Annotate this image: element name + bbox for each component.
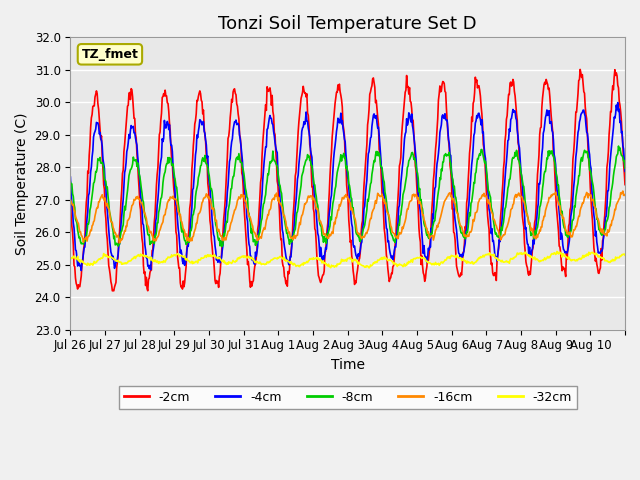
-4cm <box>621 168 629 174</box>
-4cm <box>614 100 621 106</box>
X-axis label: Time: Time <box>331 358 365 372</box>
-8cm <box>436 177 444 182</box>
Text: TZ_fmet: TZ_fmet <box>81 48 138 61</box>
-4cm <box>283 256 291 262</box>
-8cm <box>621 165 629 171</box>
-16cm <box>406 199 413 205</box>
-8cm <box>218 243 226 249</box>
Legend: -2cm, -4cm, -8cm, -16cm, -32cm: -2cm, -4cm, -8cm, -16cm, -32cm <box>118 385 577 408</box>
Title: Tonzi Soil Temperature Set D: Tonzi Soil Temperature Set D <box>218 15 477 33</box>
-2cm <box>436 89 444 95</box>
-8cm <box>132 158 140 164</box>
-16cm <box>116 240 124 246</box>
-4cm <box>67 174 74 180</box>
-32cm <box>132 255 140 261</box>
-4cm <box>406 112 413 118</box>
-16cm <box>132 194 140 200</box>
-2cm <box>67 196 74 202</box>
-8cm <box>283 230 291 236</box>
-32cm <box>436 260 444 266</box>
-2cm <box>262 102 269 108</box>
-32cm <box>406 260 413 265</box>
-16cm <box>234 197 242 203</box>
-4cm <box>132 139 140 145</box>
-8cm <box>406 157 413 163</box>
-16cm <box>619 188 627 194</box>
Line: -2cm: -2cm <box>70 70 625 291</box>
-16cm <box>283 225 291 231</box>
-2cm <box>406 84 413 90</box>
-4cm <box>234 120 242 126</box>
-32cm <box>282 258 290 264</box>
-4cm <box>77 268 85 274</box>
-2cm <box>621 182 629 188</box>
-2cm <box>234 111 242 117</box>
-2cm <box>132 135 140 141</box>
-16cm <box>621 192 629 197</box>
-32cm <box>553 249 561 254</box>
-16cm <box>262 222 269 228</box>
-2cm <box>283 278 291 284</box>
Line: -16cm: -16cm <box>70 191 625 243</box>
-16cm <box>67 196 74 202</box>
-32cm <box>67 256 74 262</box>
Line: -8cm: -8cm <box>70 146 625 246</box>
-32cm <box>261 262 269 267</box>
-32cm <box>621 252 629 258</box>
-8cm <box>614 143 622 149</box>
-4cm <box>262 144 269 150</box>
-32cm <box>365 265 373 271</box>
Line: -4cm: -4cm <box>70 103 625 271</box>
-2cm <box>577 67 584 72</box>
Y-axis label: Soil Temperature (C): Soil Temperature (C) <box>15 112 29 255</box>
-8cm <box>234 156 242 162</box>
-8cm <box>67 179 74 185</box>
-8cm <box>262 192 269 197</box>
-16cm <box>436 214 444 220</box>
-32cm <box>234 255 241 261</box>
Line: -32cm: -32cm <box>70 252 625 268</box>
-2cm <box>109 288 116 294</box>
-4cm <box>436 126 444 132</box>
